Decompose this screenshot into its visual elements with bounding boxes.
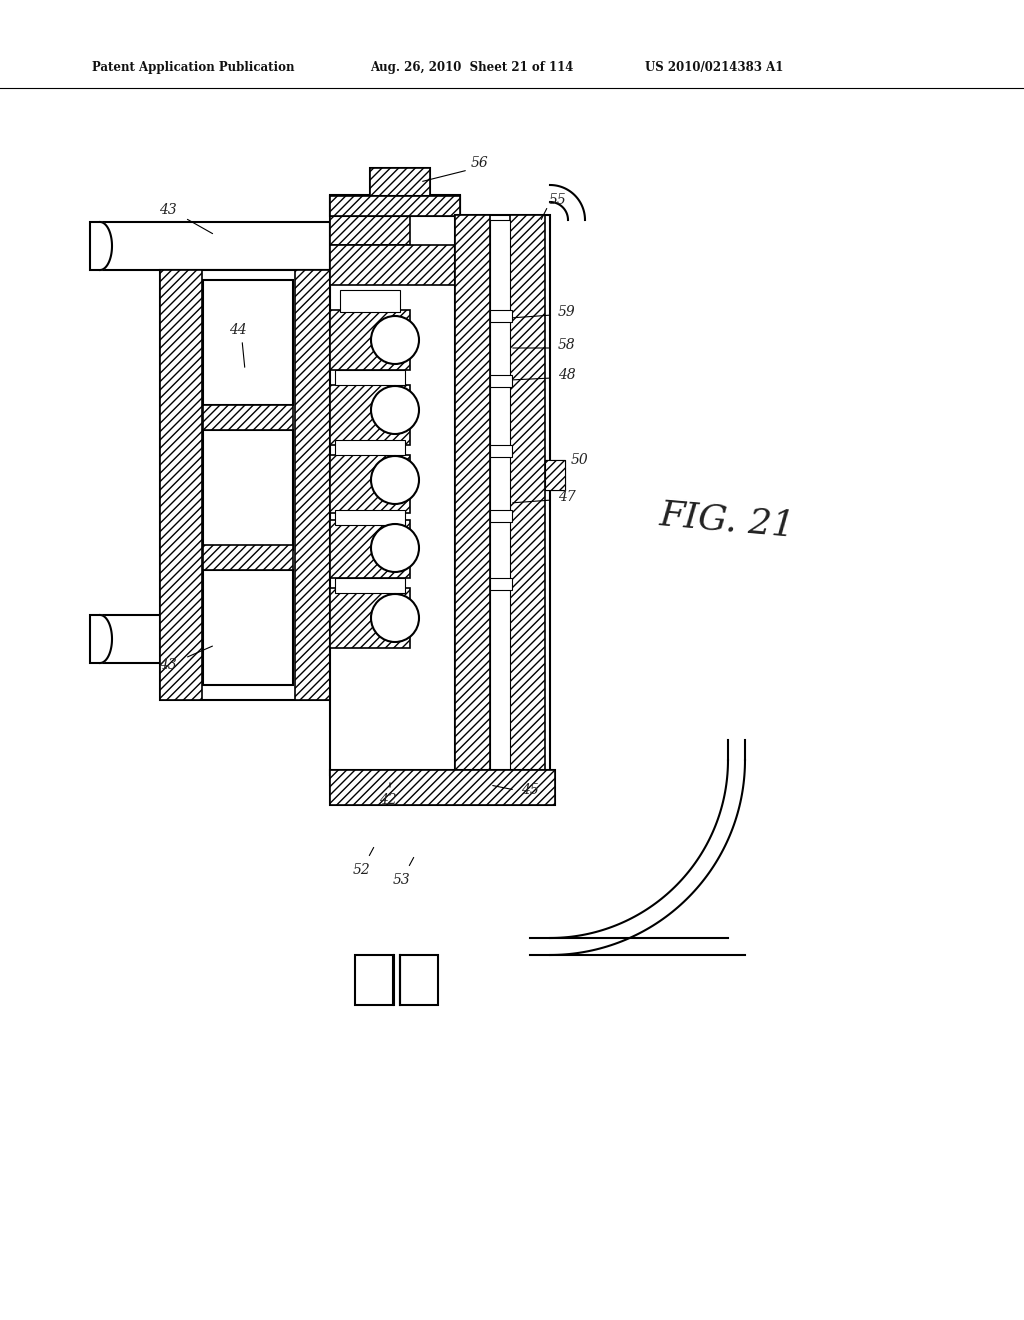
Text: FIG. 21: FIG. 21 — [658, 498, 797, 543]
Text: Patent Application Publication: Patent Application Publication — [92, 62, 295, 74]
Bar — [330, 195, 460, 775]
Bar — [510, 215, 545, 780]
Bar — [335, 578, 406, 593]
Bar — [490, 375, 512, 387]
Bar — [335, 370, 406, 385]
Bar — [330, 195, 410, 246]
Text: 45: 45 — [521, 783, 539, 797]
Bar — [335, 510, 406, 525]
Polygon shape — [100, 615, 112, 663]
Bar — [90, 222, 330, 271]
Text: 56: 56 — [471, 156, 488, 170]
Bar — [203, 430, 293, 550]
Text: 58: 58 — [558, 338, 575, 352]
Bar — [455, 215, 550, 780]
Bar — [330, 587, 410, 648]
Circle shape — [371, 385, 419, 434]
Text: 53: 53 — [393, 873, 411, 887]
Bar — [90, 615, 330, 663]
Bar — [330, 770, 555, 805]
Bar — [330, 195, 460, 216]
Circle shape — [371, 594, 419, 642]
Text: 43: 43 — [159, 203, 177, 216]
Circle shape — [371, 315, 419, 364]
Text: Aug. 26, 2010  Sheet 21 of 114: Aug. 26, 2010 Sheet 21 of 114 — [370, 62, 573, 74]
Circle shape — [371, 524, 419, 572]
Bar — [330, 310, 410, 370]
Bar — [455, 215, 490, 780]
Bar — [295, 271, 330, 700]
Bar — [203, 570, 293, 685]
Bar — [160, 271, 202, 700]
Text: 44: 44 — [229, 323, 247, 337]
Text: 47: 47 — [558, 490, 575, 504]
Bar — [160, 271, 330, 700]
Polygon shape — [100, 222, 112, 271]
Bar — [203, 405, 293, 430]
Bar — [545, 459, 565, 490]
Bar — [203, 280, 293, 405]
Bar — [545, 459, 565, 490]
Text: 50: 50 — [571, 453, 589, 467]
Bar — [330, 246, 460, 285]
Bar — [330, 385, 410, 445]
Bar — [340, 290, 400, 312]
Bar — [330, 770, 555, 805]
Text: 52: 52 — [353, 863, 371, 876]
Bar — [490, 445, 512, 457]
Bar — [203, 545, 293, 570]
Text: 42: 42 — [379, 793, 397, 807]
Bar — [330, 520, 410, 578]
Text: 55: 55 — [549, 193, 567, 207]
Bar — [370, 168, 430, 195]
Circle shape — [371, 455, 419, 504]
Bar — [330, 195, 460, 216]
Bar — [355, 954, 393, 1005]
Bar — [490, 578, 512, 590]
Bar — [330, 455, 410, 513]
Bar — [490, 510, 512, 521]
Bar — [370, 168, 430, 195]
Bar — [335, 440, 406, 455]
Text: 43: 43 — [159, 657, 177, 672]
Text: 48: 48 — [558, 368, 575, 381]
Bar — [400, 954, 438, 1005]
Text: 59: 59 — [558, 305, 575, 319]
Bar — [490, 220, 510, 775]
Bar — [490, 310, 512, 322]
Text: US 2010/0214383 A1: US 2010/0214383 A1 — [645, 62, 783, 74]
